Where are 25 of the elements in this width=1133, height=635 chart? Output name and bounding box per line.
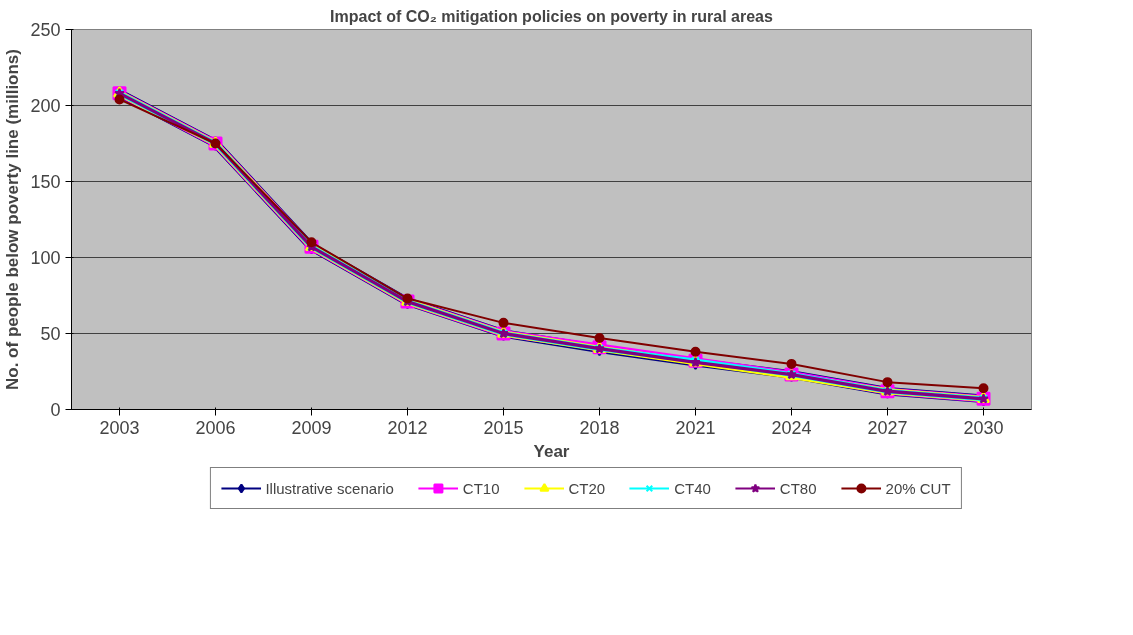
x-tick-label: 2012: [387, 417, 428, 438]
x-tick-label: 2021: [675, 417, 716, 438]
chart-title: Impact of CO₂ mitigation policies on poverty in rural areas: [330, 7, 773, 25]
y-tick-label: 200: [30, 96, 61, 116]
y-tick-label: 150: [30, 172, 61, 192]
x-tick-label: 2018: [579, 417, 620, 438]
y-tick-label: 250: [30, 20, 61, 40]
x-tick-label: 2009: [291, 417, 332, 438]
x-tick-label: 2006: [195, 417, 236, 438]
legend-label: CT10: [462, 479, 500, 497]
x-tick-label: 2015: [483, 417, 524, 438]
x-tick-label: 2024: [771, 417, 812, 438]
legend-label: CT20: [568, 479, 606, 497]
legend-label: CT80: [779, 479, 817, 497]
legend-label: Illustrative scenario: [265, 479, 394, 497]
x-axis-title: Year: [533, 441, 570, 461]
legend-label: CT40: [674, 479, 711, 497]
legend-label: 20% CUT: [885, 479, 951, 497]
x-tick-label: 2003: [99, 417, 140, 438]
x-tick-label: 2030: [963, 417, 1004, 438]
y-tick-label: 100: [30, 248, 61, 268]
y-tick-label: 50: [40, 324, 61, 344]
y-axis-title: No. of people below poverty line (millions): [3, 49, 23, 390]
x-tick-label: 2027: [867, 417, 908, 438]
y-tick-label: 0: [50, 400, 61, 420]
